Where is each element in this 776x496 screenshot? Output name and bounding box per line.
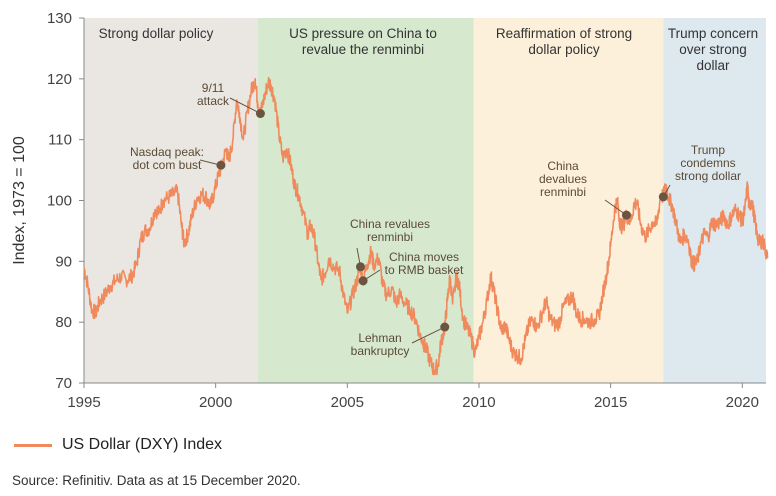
source-note: Source: Refinitiv. Data as at 15 Decembe… [12, 473, 301, 488]
annotation-label: China moves [389, 250, 459, 264]
x-tick-label: 2010 [462, 394, 495, 411]
annotation-label: Trump [691, 143, 726, 157]
band-label-2: revalue the renminbi [302, 42, 424, 57]
annotation-marker [621, 210, 631, 220]
axes: 70 80 90 100 110 120 130 1995 2000 2005 2010 2015 20… [11, 10, 766, 411]
annotation-label: Nasdaq peak: [130, 145, 204, 159]
policy-bands: Strong dollar policy US pressure on China… [84, 18, 766, 383]
y-axis-title: Index, 1973 = 100 [11, 136, 28, 265]
band-label-1: Strong dollar policy [99, 26, 214, 41]
x-tick-label: 2005 [331, 394, 364, 411]
y-tick-label: 100 [47, 193, 72, 210]
y-tick-label: 110 [48, 132, 72, 149]
y-tick-label: 80 [55, 314, 72, 331]
annotation-label: renminbi [540, 185, 586, 199]
annotation-label: strong dollar [675, 169, 741, 183]
x-tick-label: 2020 [726, 394, 759, 411]
x-tick-label: 2015 [594, 394, 627, 411]
annotation-label: condemns [680, 156, 735, 170]
band-label-3: dollar policy [528, 42, 600, 57]
y-tick-label: 70 [55, 375, 72, 392]
x-tick-label: 1995 [67, 394, 100, 411]
annotation-marker [255, 109, 265, 119]
band-2 [257, 18, 474, 383]
annotation-label: attack [197, 94, 230, 108]
band-label-4: over strong [679, 42, 747, 57]
annotation-marker [358, 276, 368, 286]
y-tick-label: 90 [55, 253, 72, 270]
annotation-label: China revalues [350, 217, 430, 231]
annotation-marker [440, 322, 450, 332]
band-3 [473, 18, 664, 383]
annotation-label: to RMB basket [385, 263, 464, 277]
annotation-marker [658, 192, 668, 202]
annotation-label: devalues [539, 172, 587, 186]
annotation-leader [229, 97, 261, 114]
annotation-label: 9/11 [202, 81, 225, 95]
annotation-leader [411, 326, 445, 344]
band-1 [84, 18, 258, 383]
annotation-label: dot com bust [133, 158, 202, 172]
band-label-4: Trump concern [668, 26, 758, 41]
band-label-3: Reaffirmation of strong [496, 26, 632, 41]
band-label-2: US pressure on China to [289, 26, 437, 41]
annotation-label: bankruptcy [351, 344, 410, 358]
legend-line-swatch [14, 443, 52, 447]
series-line-dxy [83, 76, 769, 376]
x-tick-label: 2000 [199, 394, 232, 411]
legend-label: US Dollar (DXY) Index [62, 436, 223, 453]
band-label-4: dollar [696, 58, 730, 73]
annotation-label: renminbi [367, 230, 413, 244]
legend: US Dollar (DXY) Index [14, 436, 222, 454]
annotation-label: China [547, 159, 579, 173]
dxy-chart: Strong dollar policy US pressure on China… [11, 10, 769, 411]
annotation-label: Lehman [358, 331, 401, 345]
y-tick-label: 130 [47, 10, 72, 27]
annotation-marker [355, 262, 365, 272]
annotation-marker [216, 160, 226, 170]
series-layer [83, 76, 769, 376]
y-tick-label: 120 [47, 71, 72, 88]
